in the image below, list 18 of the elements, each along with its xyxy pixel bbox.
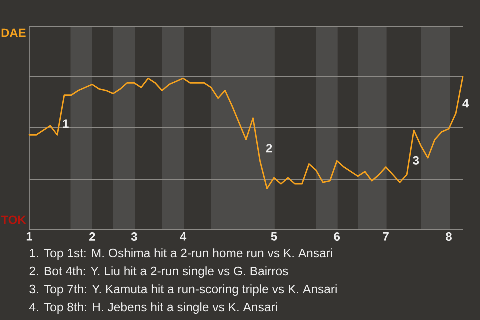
annotation: 2 (266, 144, 272, 153)
text: DAE (2, 28, 26, 38)
x-tick-label: 5 (271, 232, 278, 241)
x-tick-label: 1 (26, 232, 32, 241)
x-tick-label: 4 (180, 232, 187, 241)
x-tick-label: 7 (383, 232, 389, 241)
text: 3. Top 7th: Y. Kamuta hit a run-scoring triple vs K. Ansari (30, 284, 337, 296)
text: TOK (1, 216, 26, 224)
annotation: 4 (462, 99, 470, 108)
annotation: 1 (63, 120, 69, 128)
x-tick-label: 8 (446, 232, 452, 241)
text: 1. Top 1st: M. Oshima hit a 2-run home run vs K. Ansari (30, 248, 332, 260)
x-tick-label: 3 (131, 232, 138, 242)
text: 4. Top 8th: H. Jebens hit a single vs K. Ansari (29, 302, 278, 314)
x-tick-label: 2 (90, 232, 96, 241)
x-tick-label: 6 (334, 232, 340, 241)
annotation: 3 (413, 156, 420, 165)
text: 2. Bot 4th: Y. Liu hit a 2-run single vs G. Bairros (30, 266, 288, 278)
